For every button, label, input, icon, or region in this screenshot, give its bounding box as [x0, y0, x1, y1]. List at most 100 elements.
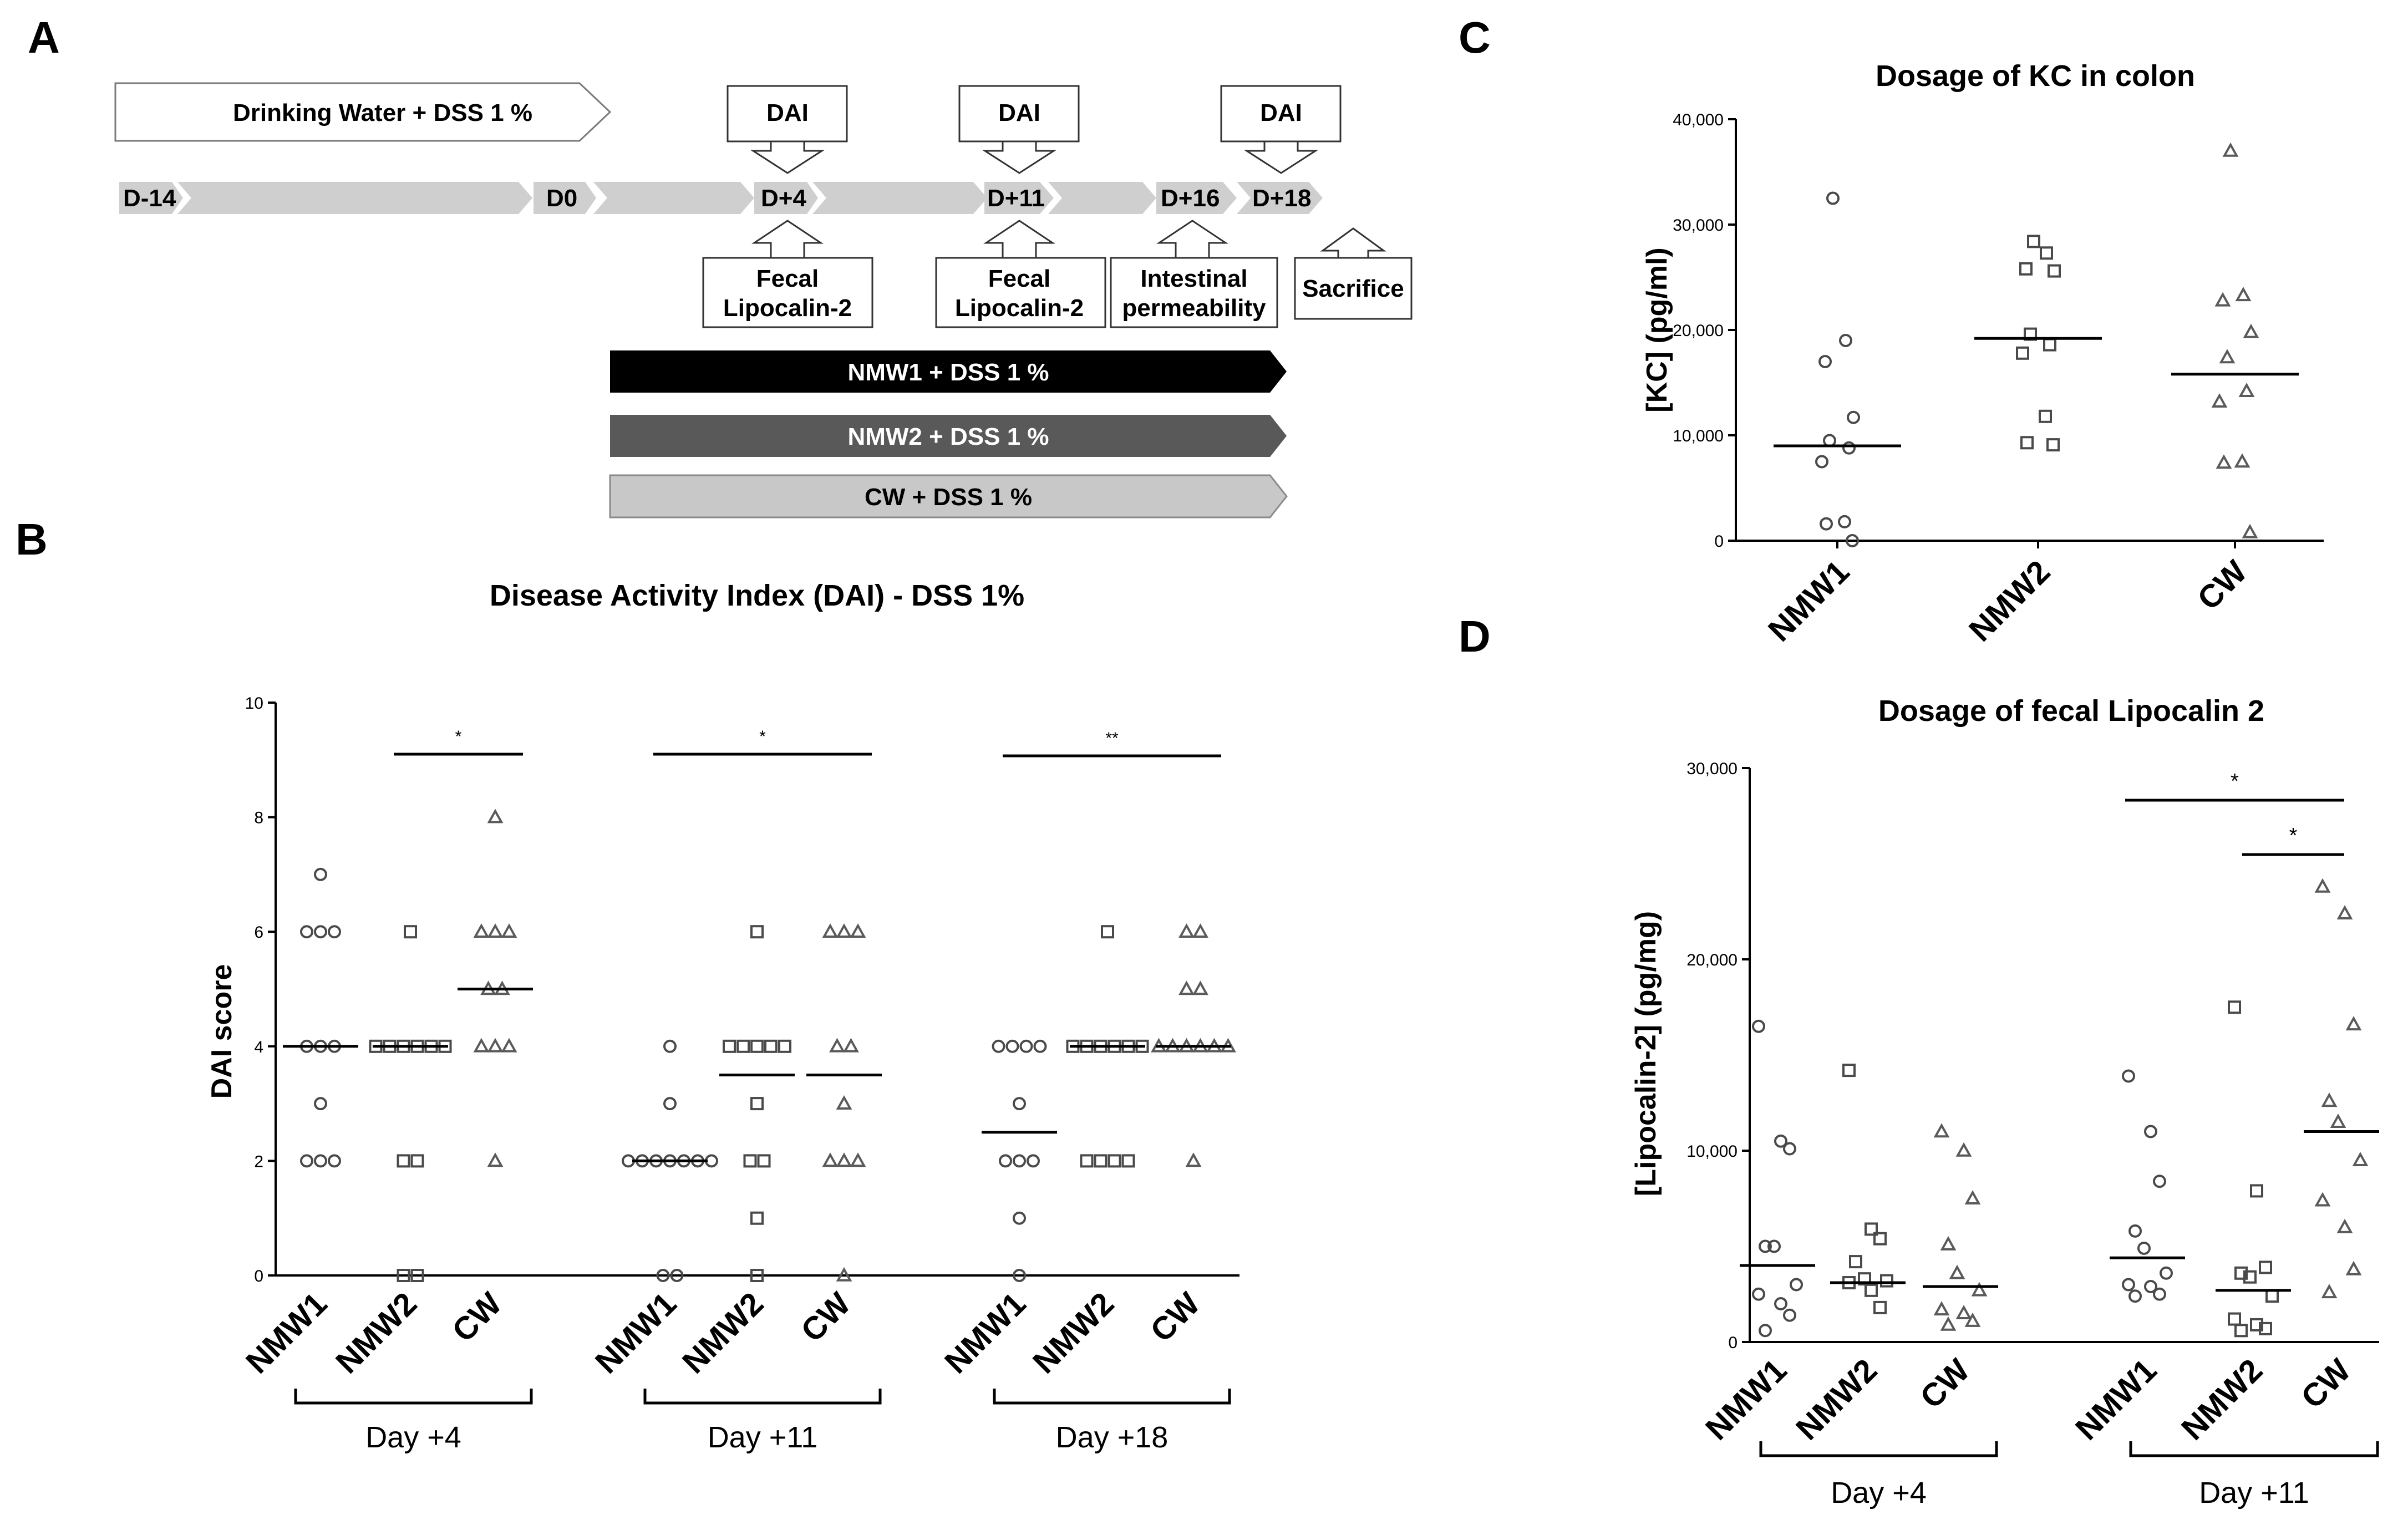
day-label: D+11: [987, 185, 1045, 212]
data-point-triangle: [2352, 1152, 2369, 1167]
treatment-label-nmw1: NMW1 + DSS 1 %: [847, 359, 1049, 386]
data-point-triangle: [1964, 1312, 1981, 1327]
panel-label-b: B: [16, 515, 48, 564]
data-point-square: [1108, 1154, 1121, 1168]
data-point-square: [410, 1154, 424, 1168]
data-point-triangle: [822, 923, 839, 938]
data-point-circle: [1759, 1239, 1772, 1253]
x-category-label: NMW1: [1699, 1352, 1794, 1447]
significance-star: **: [1105, 729, 1119, 748]
lipocalin-label: Lipocalin-2: [723, 294, 852, 322]
data-point-circle: [314, 1154, 327, 1168]
data-point-triangle: [1192, 980, 1208, 995]
day-arrow-segment: [177, 182, 532, 214]
data-point-square: [2234, 1266, 2248, 1280]
data-point-square: [2019, 262, 2033, 276]
data-point-triangle: [2238, 383, 2255, 397]
data-point-circle: [2122, 1278, 2135, 1292]
data-point-square: [1842, 1064, 1856, 1077]
data-point-square: [764, 1039, 778, 1053]
data-point-triangle: [2314, 878, 2331, 893]
x-category-label: NMW2: [1026, 1285, 1121, 1380]
day-label: D+4: [761, 185, 806, 212]
data-point-square: [750, 1097, 764, 1111]
data-point-circle: [1842, 441, 1856, 455]
data-point-circle: [1783, 1308, 1796, 1322]
data-point-triangle: [2234, 453, 2250, 468]
y-tick-label: 4: [254, 1038, 263, 1056]
data-point-circle: [1815, 455, 1828, 469]
data-point-circle: [2137, 1241, 2151, 1255]
data-point-circle: [1783, 1142, 1796, 1156]
data-point-circle: [314, 925, 327, 939]
treatment-arrow-nmw2: [610, 415, 1287, 457]
treatment-arrow-cw: [609, 474, 1288, 518]
y-axis-label-kc: [KC] (pg/ml): [1641, 247, 1673, 412]
day-bracket: [2129, 1441, 2379, 1457]
data-point-circle: [1013, 1097, 1026, 1111]
y-tick-label: 10,000: [1686, 1142, 1738, 1161]
data-point-circle: [314, 1097, 327, 1111]
data-point-triangle: [2321, 1284, 2338, 1299]
data-point-square: [2043, 338, 2056, 352]
data-point-triangle: [836, 1267, 852, 1282]
data-point-square: [1880, 1274, 1893, 1288]
y-axis-label-lipocalin: [Lipocalin-2] (pg/mg): [1630, 911, 1662, 1196]
x-category-label: NMW1: [938, 1285, 1033, 1380]
day-bracket: [993, 1389, 1231, 1405]
data-point-square: [757, 1154, 771, 1168]
day-label: D+18: [1252, 185, 1311, 212]
data-point-square: [778, 1039, 791, 1053]
data-point-square: [750, 1039, 764, 1053]
x-category-label: NMW1: [2069, 1352, 2163, 1447]
data-point-circle: [328, 925, 341, 939]
day-label: D-14: [123, 185, 176, 212]
data-point-triangle: [2222, 142, 2239, 157]
data-point-square: [1873, 1300, 1887, 1314]
data-point-square: [1121, 1154, 1135, 1168]
data-point-circle: [1820, 517, 1833, 531]
data-point-circle: [663, 1097, 677, 1111]
data-point-square: [1080, 1154, 1094, 1168]
x-category-label: CW: [1144, 1285, 1207, 1349]
y-tick-label: 0: [1714, 532, 1724, 551]
dai-callout: DAI: [727, 85, 848, 174]
data-point-square: [397, 1269, 410, 1282]
data-point-circle: [992, 1039, 1005, 1053]
data-point-triangle: [2214, 292, 2231, 307]
x-category-label: NMW2: [1789, 1352, 1884, 1447]
day-label: Day +4: [1831, 1476, 1927, 1509]
data-point-circle: [1752, 1019, 1765, 1033]
y-tick-label: 10,000: [1673, 427, 1724, 445]
data-point-triangle: [850, 923, 866, 938]
data-point-circle: [300, 1154, 313, 1168]
significance-star: *: [455, 728, 462, 746]
data-point-triangle: [2321, 1092, 2338, 1107]
intestinal-permeability-callout: Intestinal permeability: [1110, 220, 1278, 328]
data-point-triangle: [1933, 1123, 1950, 1138]
data-point-square: [2243, 1270, 2257, 1284]
data-point-circle: [1790, 1278, 1803, 1292]
intestinal-label: Intestinal: [1140, 265, 1247, 292]
data-point-triangle: [473, 1038, 490, 1053]
day-arrow-segment: [119, 182, 183, 214]
data-point-triangle: [2336, 1218, 2353, 1233]
data-point-circle: [328, 1154, 341, 1168]
data-point-circle: [1838, 515, 1851, 528]
data-point-triangle: [2336, 905, 2353, 919]
y-tick-label: 2: [254, 1152, 263, 1171]
data-point-square: [1849, 1255, 1862, 1269]
data-point-triangle: [2242, 523, 2258, 538]
data-point-circle: [663, 1039, 677, 1053]
day-bracket: [1759, 1441, 1998, 1457]
data-point-square: [2039, 409, 2052, 423]
x-category-label: CW: [2294, 1352, 2358, 1415]
day-arrow-track: [119, 182, 1323, 214]
data-point-circle: [2144, 1279, 2157, 1293]
chart-title-lipocalin: Dosage of fecal Lipocalin 2: [1878, 694, 2264, 728]
data-point-triangle: [1955, 1305, 1972, 1320]
data-point-circle: [1767, 1239, 1781, 1253]
